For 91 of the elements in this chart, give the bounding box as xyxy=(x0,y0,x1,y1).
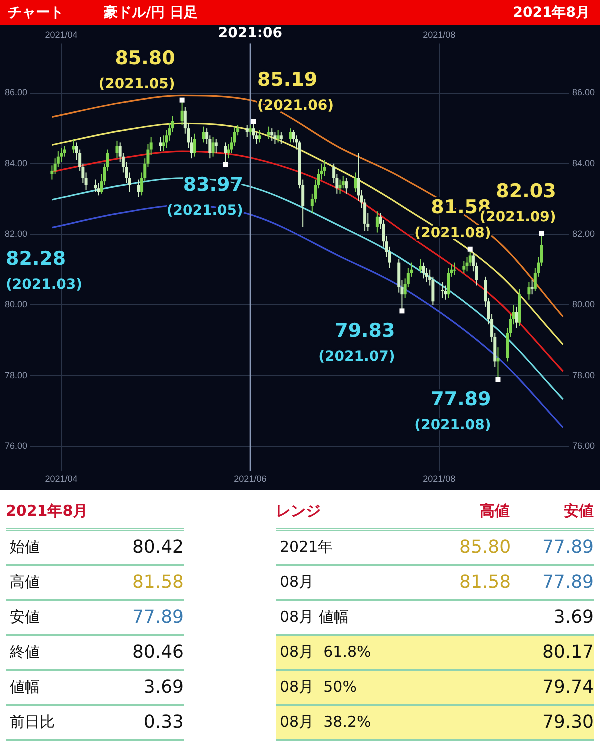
text: 81.58 xyxy=(458,572,512,593)
candlestick xyxy=(224,142,228,166)
candlestick xyxy=(276,130,280,144)
text: 80.46 xyxy=(131,642,184,663)
y-tick-label: 86.00 xyxy=(4,88,28,98)
candlestick xyxy=(202,126,206,144)
candlestick xyxy=(444,285,448,300)
candlestick xyxy=(528,282,531,300)
text: 77.89 xyxy=(541,572,594,593)
text: 08月 61.8% xyxy=(279,643,372,662)
y2-tick-label: 84.00 xyxy=(572,158,596,168)
y2-tick-label: 78.00 xyxy=(572,370,596,380)
candlestick xyxy=(447,268,450,299)
y-tick-label: 82.00 xyxy=(4,229,28,240)
candlestick xyxy=(289,128,292,144)
candlestick xyxy=(376,211,379,234)
text: 安値 xyxy=(9,608,41,627)
candlestick xyxy=(530,280,534,296)
candlestick xyxy=(323,160,326,177)
text: 始値 xyxy=(9,538,41,557)
candlestick xyxy=(419,258,422,274)
candlestick xyxy=(274,132,277,145)
x2-tick-label: 2021/08 xyxy=(423,30,456,40)
text: 79.30 xyxy=(541,712,594,733)
candlestick xyxy=(268,126,271,140)
candlestick xyxy=(116,140,119,160)
text: 終値 xyxy=(9,643,41,662)
text: 08月 値幅 xyxy=(279,608,350,627)
candlestick xyxy=(97,182,100,196)
x-tick-label: 2021/06 xyxy=(234,474,267,484)
annotation: 85.80 (2021.05) xyxy=(98,47,176,92)
ref-line-label: 2021:06 xyxy=(218,26,282,42)
annotation: 82.28 (2021.03) xyxy=(6,248,83,293)
candlestick xyxy=(280,132,283,145)
annotation: 83.97 (2021.05) xyxy=(166,174,244,219)
text: 安値 xyxy=(563,502,594,522)
candlestick xyxy=(159,136,162,152)
candlestick xyxy=(214,138,218,154)
candlestick xyxy=(212,136,215,158)
candlestick xyxy=(258,130,262,144)
text: 高値 xyxy=(9,573,41,592)
text: レンジ xyxy=(276,502,322,522)
candlestick xyxy=(72,138,76,154)
y2-tick-label: 80.00 xyxy=(572,300,596,310)
text: 高値 xyxy=(479,502,510,522)
chart-title: 豪ドル/円 日足 xyxy=(104,4,198,22)
y-tick-label: 80.00 xyxy=(4,300,28,310)
candlestick xyxy=(246,124,249,138)
text: 前日比 xyxy=(9,713,56,732)
candlestick xyxy=(453,262,456,276)
x-tick-label: 2021/08 xyxy=(423,474,456,484)
text: 3.69 xyxy=(142,677,184,698)
text: 85.80 xyxy=(458,537,512,558)
candlestick xyxy=(270,128,274,142)
text: 3.69 xyxy=(552,607,594,628)
candlestick xyxy=(248,124,252,136)
text: 2021年8月 xyxy=(6,502,184,531)
candlestick xyxy=(422,262,426,280)
y2-tick-label: 86.00 xyxy=(572,88,596,98)
text: 2021年8月 xyxy=(513,4,590,22)
text: 80.42 xyxy=(131,537,184,558)
text: 81.58 xyxy=(131,572,184,593)
text: 値幅 xyxy=(9,678,41,697)
text: 2021年 xyxy=(279,538,334,557)
text: 08月 50% xyxy=(279,678,358,697)
y2-tick-label: 76.00 xyxy=(572,440,596,451)
annotation: 79.83 (2021.07) xyxy=(318,320,396,366)
text: 77.89 xyxy=(541,537,594,558)
text: 08月 xyxy=(279,573,316,592)
x2-tick-label: 2021/04 xyxy=(45,30,78,40)
candlestick xyxy=(137,179,140,198)
candlestick xyxy=(94,179,98,193)
annotation: 77.89 (2021.08) xyxy=(414,388,492,434)
y-tick-label: 78.00 xyxy=(4,370,28,380)
candlestick xyxy=(344,178,348,194)
candlestick xyxy=(462,260,466,274)
candlestick xyxy=(515,306,518,329)
text: チャート xyxy=(8,4,64,22)
candlestick xyxy=(193,133,196,158)
y-tick-label: 76.00 xyxy=(4,440,28,451)
candlestick xyxy=(338,179,342,194)
y2-tick-label: 82.00 xyxy=(572,229,596,240)
y-tick-label: 84.00 xyxy=(4,158,28,168)
x-tick-label: 2021/04 xyxy=(45,474,78,484)
text: 0.33 xyxy=(142,712,184,733)
text: 77.89 xyxy=(131,607,184,628)
candlestick xyxy=(354,172,358,193)
text: 79.74 xyxy=(541,677,594,698)
text: 80.17 xyxy=(541,642,594,663)
candlestick xyxy=(440,282,444,299)
text: 08月 38.2% xyxy=(279,713,372,732)
